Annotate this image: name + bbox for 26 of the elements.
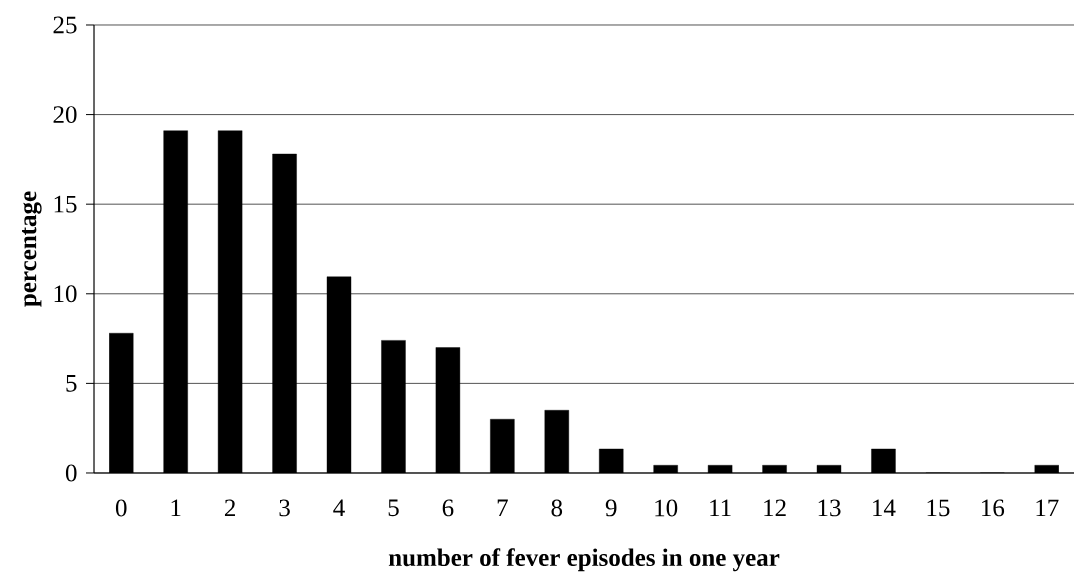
y-tick-label: 5: [66, 375, 77, 392]
x-tick-label: 0: [115, 499, 127, 517]
x-tick-label: 11: [710, 499, 731, 517]
y-tick-label: 25: [53, 16, 77, 34]
x-axis-title: number of fever episodes in one year: [388, 548, 780, 572]
x-tick-label: 13: [818, 499, 841, 517]
x-tick-label: 5: [388, 499, 399, 517]
x-tick-label: 2: [224, 499, 235, 517]
x-tick-label: 9: [605, 499, 617, 517]
y-axis-title: percentage: [22, 191, 42, 307]
x-tick-label: 1: [171, 499, 181, 517]
y-tick-label: 15: [54, 195, 77, 213]
y-tick-label: 20: [53, 106, 77, 124]
x-tick-label: 4: [333, 499, 345, 516]
x-tick-label: 14: [873, 499, 896, 517]
x-tick-label: 17: [1036, 499, 1059, 517]
x-tick-label: 3: [279, 499, 290, 517]
x-tick-label: 16: [982, 499, 1005, 517]
x-tick-label: 10: [655, 499, 678, 517]
x-tick-label: 6: [442, 499, 454, 517]
y-tick-label: 10: [54, 285, 77, 303]
x-tick-label: 7: [497, 499, 508, 516]
y-tick-label: 0: [65, 464, 77, 482]
x-tick-label: 12: [764, 499, 786, 517]
x-tick-label: 15: [927, 499, 950, 517]
x-tick-label: 8: [551, 499, 563, 517]
